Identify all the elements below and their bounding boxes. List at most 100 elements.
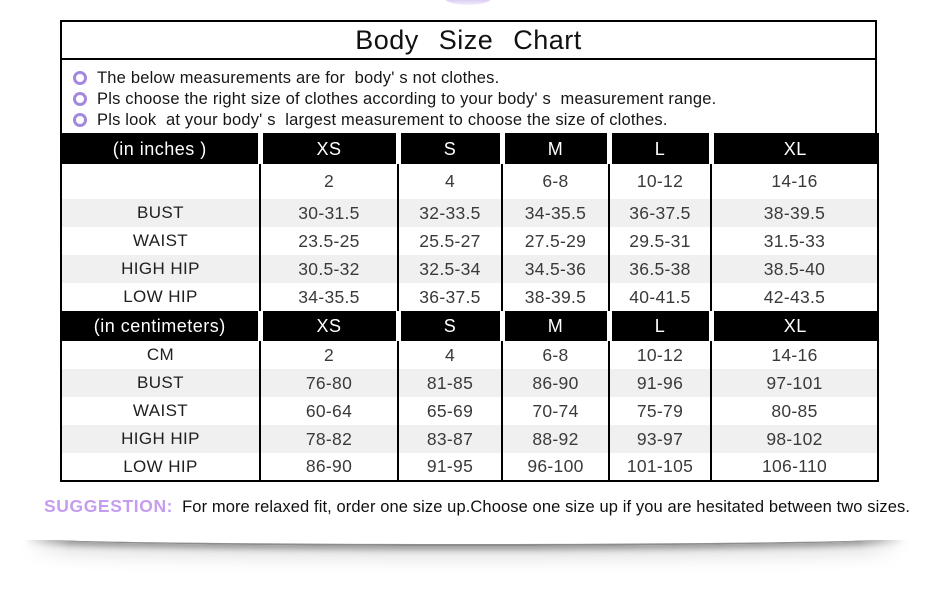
value-cell: 34.5-36 [502, 255, 610, 283]
unit-header-cell: (in centimeters) [61, 311, 263, 341]
value-cell: 70-74 [502, 397, 610, 425]
value-cell: 75-79 [609, 397, 712, 425]
note-line: Pls look at your body' s largest measure… [71, 110, 869, 130]
size-header-cell: L [609, 311, 714, 341]
value-cell: 34-35.5 [260, 283, 399, 311]
page-title: Body Size Chart [62, 22, 875, 60]
row-label-cell [61, 164, 261, 199]
size-header-cell: XS [260, 134, 401, 164]
note-text: Pls choose the right size of clothes acc… [97, 89, 717, 108]
row-label-cell: CM [61, 341, 261, 369]
row-label-cell: HIGH HIP [61, 255, 261, 283]
value-cell: 106-110 [761, 456, 828, 476]
page-curl-shadow [27, 540, 903, 546]
value-cell: 81-85 [398, 369, 503, 397]
bullet-ring-icon [73, 92, 87, 106]
value-cell: 14-16 [771, 171, 818, 191]
suggestion-line: SUGGESTION: For more relaxed fit, order o… [44, 496, 914, 517]
value-cell: 32.5-34 [398, 255, 503, 283]
bottom-shadow [0, 540, 930, 602]
size-header-cell: XL [783, 139, 807, 159]
value-cell: 14-16 [771, 344, 818, 365]
value-cell: 25.5-27 [398, 227, 503, 255]
value-cell: 36-37.5 [398, 283, 503, 311]
value-cell: 91-96 [609, 369, 712, 397]
size-header-cell: S [398, 311, 505, 341]
size-header-cell: S [398, 134, 505, 164]
value-cell: 34-35.5 [502, 199, 610, 227]
value-cell: 23.5-25 [260, 227, 399, 255]
value-cell: 38-39.5 [502, 283, 610, 311]
value-cell: 98-102 [766, 428, 823, 449]
size-header-cell: L [609, 134, 714, 164]
value-cell: 91-95 [398, 453, 503, 481]
suggestion-label: SUGGESTION: [44, 496, 174, 516]
table-row: LOW HIP 34-35.5 36-37.5 38-39.5 40-41.5 42-43… [61, 283, 878, 311]
row-label-cell: LOW HIP [61, 453, 261, 481]
value-cell: 42-43.5 [763, 286, 826, 307]
value-cell: 31.5-33 [763, 230, 826, 251]
row-label-cell: BUST [61, 369, 261, 397]
value-cell: 30.5-32 [260, 255, 399, 283]
value-cell: 10-12 [609, 341, 712, 369]
shadow-fade-left [0, 540, 70, 602]
value-cell: 29.5-31 [609, 227, 712, 255]
size-header-cell: XS [260, 311, 401, 341]
value-cell: 101-105 [609, 453, 712, 481]
row-label-cell: LOW HIP [61, 283, 261, 311]
table-row: HIGH HIP 30.5-32 32.5-34 34.5-36 36.5-38 38.5… [61, 255, 878, 283]
purple-blob-decoration-icon [444, 0, 492, 5]
table-row: WAIST 60-64 65-69 70-74 75-79 80-85 [61, 397, 878, 425]
value-cell: 76-80 [260, 369, 399, 397]
note-line: The below measurements are for body' s n… [71, 68, 869, 88]
table-row: CM 2 4 6-8 10-12 14-16 [61, 341, 878, 369]
table-header-row: (in centimeters) XS S M L XL [61, 311, 878, 341]
table-row: LOW HIP 86-90 91-95 96-100 101-105 106-110 [61, 453, 878, 481]
bullet-ring-icon [73, 113, 87, 127]
row-label-cell: WAIST [61, 397, 261, 425]
value-cell: 36-37.5 [609, 199, 712, 227]
table-row: WAIST 23.5-25 25.5-27 27.5-29 29.5-31 31.5-33 [61, 227, 878, 255]
value-cell: 32-33.5 [398, 199, 503, 227]
value-cell: 40-41.5 [609, 283, 712, 311]
value-cell: 36.5-38 [609, 255, 712, 283]
unit-header-cell: (in inches ) [61, 134, 263, 164]
value-cell: 6-8 [502, 164, 610, 199]
row-label-cell: HIGH HIP [61, 425, 261, 453]
value-cell: 65-69 [398, 397, 503, 425]
value-cell: 86-90 [260, 453, 399, 481]
suggestion-text: For more relaxed fit, order one size up.… [182, 498, 911, 516]
table-row: BUST 76-80 81-85 86-90 91-96 97-101 [61, 369, 878, 397]
chart-header-box: Body Size Chart The below measurements a… [60, 20, 877, 141]
table-header-row: (in inches ) XS S M L XL [61, 134, 878, 164]
value-cell: 2 [260, 164, 399, 199]
row-label-cell: WAIST [61, 227, 261, 255]
shadow-fade-right [860, 540, 930, 602]
value-cell: 4 [398, 164, 503, 199]
table-row: HIGH HIP 78-82 83-87 88-92 93-97 98-102 [61, 425, 878, 453]
value-cell: 2 [260, 341, 399, 369]
value-cell: 86-90 [502, 369, 610, 397]
body-size-table: (in inches ) XS S M L XL 2 4 6-8 10-12 14-16 BUST 30… [60, 133, 879, 482]
value-cell: 88-92 [502, 425, 610, 453]
value-cell: 38.5-40 [763, 258, 826, 279]
notes-list: The below measurements are for body' s n… [62, 60, 875, 139]
value-cell: 10-12 [609, 164, 712, 199]
value-cell: 4 [398, 341, 503, 369]
value-cell: 83-87 [398, 425, 503, 453]
value-cell: 60-64 [260, 397, 399, 425]
value-cell: 97-101 [766, 372, 823, 393]
value-cell: 96-100 [502, 453, 610, 481]
table-body: (in inches ) XS S M L XL 2 4 6-8 10-12 14-16 BUST 30… [61, 134, 878, 481]
value-cell: 6-8 [502, 341, 610, 369]
size-header-cell: XL [783, 315, 807, 336]
value-cell: 30-31.5 [260, 199, 399, 227]
value-cell: 78-82 [260, 425, 399, 453]
bullet-ring-icon [73, 71, 87, 85]
row-label-cell: BUST [61, 199, 261, 227]
value-cell: 80-85 [771, 400, 818, 421]
table-row: BUST 30-31.5 32-33.5 34-35.5 36-37.5 38-39.5 [61, 199, 878, 227]
value-cell: 38-39.5 [763, 202, 826, 223]
note-text: Pls look at your body' s largest measure… [97, 110, 668, 129]
